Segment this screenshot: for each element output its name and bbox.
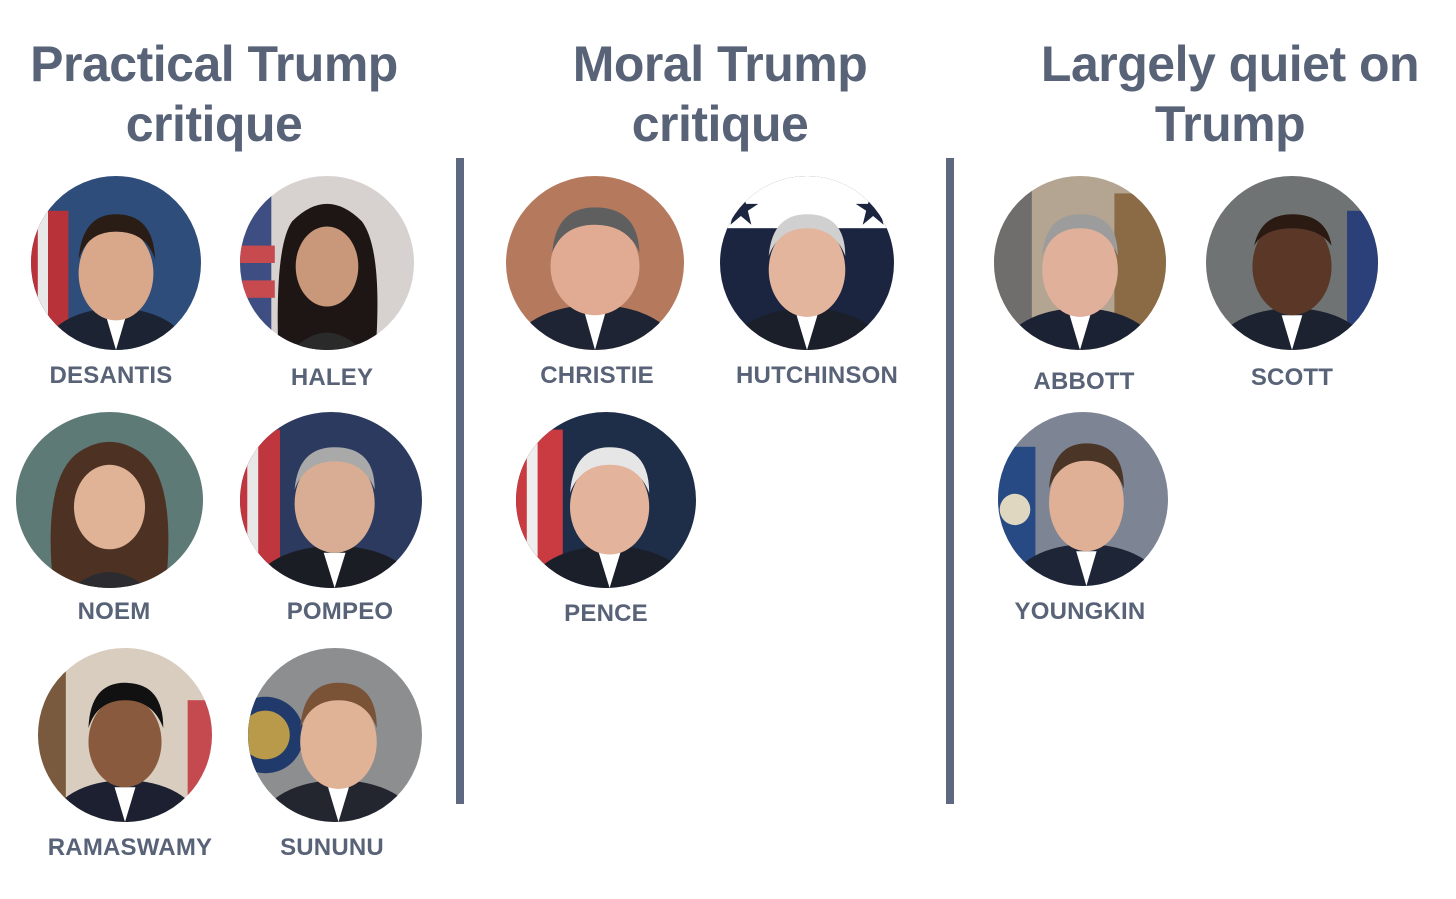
column-divider-right: [946, 158, 954, 804]
column-title-practical: Practical Trump critique: [14, 34, 414, 154]
name-label-pompeo: POMPEO: [286, 598, 394, 625]
name-label-scott: SCOTT: [1250, 364, 1334, 391]
portrait-ramaswamy: [38, 648, 212, 822]
name-label-christie: CHRISTIE: [540, 362, 654, 389]
portrait-youngkin: [998, 412, 1168, 586]
column-title-line2: critique: [125, 96, 303, 152]
portrait-noem: [16, 412, 203, 588]
column-title-line2: critique: [631, 96, 809, 152]
portrait-pompeo: [240, 412, 422, 588]
name-label-sununu: SUNUNU: [280, 834, 384, 861]
portrait-scott: [1206, 176, 1378, 350]
column-title-line1: Practical Trump: [30, 36, 398, 92]
column-title-line2: Trump: [1154, 96, 1306, 152]
portrait-haley: [240, 176, 414, 350]
name-label-haley: HALEY: [290, 364, 374, 391]
name-label-noem: NOEM: [77, 598, 151, 625]
portrait-abbott: [994, 176, 1166, 350]
column-title-quiet: Largely quiet on Trump: [1020, 34, 1440, 154]
name-label-youngkin: YOUNGKIN: [1014, 598, 1146, 625]
name-label-ramaswamy: RAMASWAMY: [47, 834, 213, 861]
portrait-pence: [516, 412, 696, 588]
portrait-christie: [506, 176, 684, 350]
column-title-moral: Moral Trump critique: [520, 34, 920, 154]
portrait-hutchinson: [720, 176, 894, 350]
name-label-hutchinson: HUTCHINSON: [736, 362, 898, 389]
portrait-sununu: [248, 648, 422, 822]
column-title-line1: Moral Trump: [572, 36, 868, 92]
name-label-desantis: DESANTIS: [49, 362, 173, 389]
name-label-abbott: ABBOTT: [1033, 368, 1135, 395]
name-label-pence: PENCE: [564, 600, 648, 627]
column-divider-left: [456, 158, 464, 804]
column-title-line1: Largely quiet on: [1040, 36, 1420, 92]
portrait-desantis: [31, 176, 201, 350]
